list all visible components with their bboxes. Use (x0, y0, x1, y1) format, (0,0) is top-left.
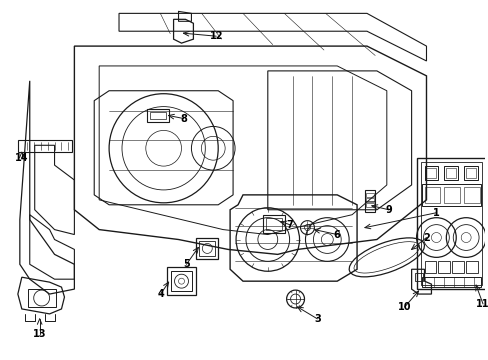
Bar (424, 187, 440, 203)
Bar (364, 190, 374, 212)
Text: 4: 4 (157, 289, 163, 299)
Bar (414, 273, 422, 281)
Text: 7: 7 (285, 220, 292, 230)
Text: 8: 8 (180, 113, 186, 123)
Bar (444, 166, 457, 180)
Bar (465, 168, 475, 178)
Bar (421, 184, 480, 206)
Text: 6: 6 (333, 230, 340, 239)
Bar (438, 261, 449, 273)
Bar (426, 168, 435, 178)
Bar (463, 166, 477, 180)
Bar (265, 218, 281, 230)
Bar (149, 112, 165, 120)
Bar (446, 168, 455, 178)
Bar (28, 289, 56, 307)
Text: 10: 10 (397, 302, 410, 312)
Bar (424, 261, 435, 273)
Text: 2: 2 (422, 233, 429, 243)
Text: 9: 9 (385, 205, 391, 215)
Bar (463, 187, 479, 203)
Bar (170, 271, 192, 291)
Text: 14: 14 (15, 153, 28, 163)
Text: 1: 1 (432, 208, 439, 218)
Text: 12: 12 (209, 31, 223, 41)
Bar (196, 238, 218, 259)
Bar (424, 166, 438, 180)
Bar (146, 109, 168, 122)
Text: 13: 13 (33, 329, 46, 339)
Bar (444, 187, 459, 203)
Bar (18, 140, 72, 152)
Bar (420, 162, 481, 285)
Bar (465, 261, 477, 273)
Bar (365, 193, 373, 197)
Bar (199, 240, 215, 256)
Text: 3: 3 (313, 314, 320, 324)
Bar (263, 215, 284, 233)
Bar (421, 277, 480, 287)
Text: 11: 11 (475, 299, 488, 309)
Bar (365, 203, 373, 207)
Bar (451, 261, 463, 273)
Bar (365, 198, 373, 202)
Bar (166, 267, 196, 295)
Text: 5: 5 (183, 259, 189, 269)
